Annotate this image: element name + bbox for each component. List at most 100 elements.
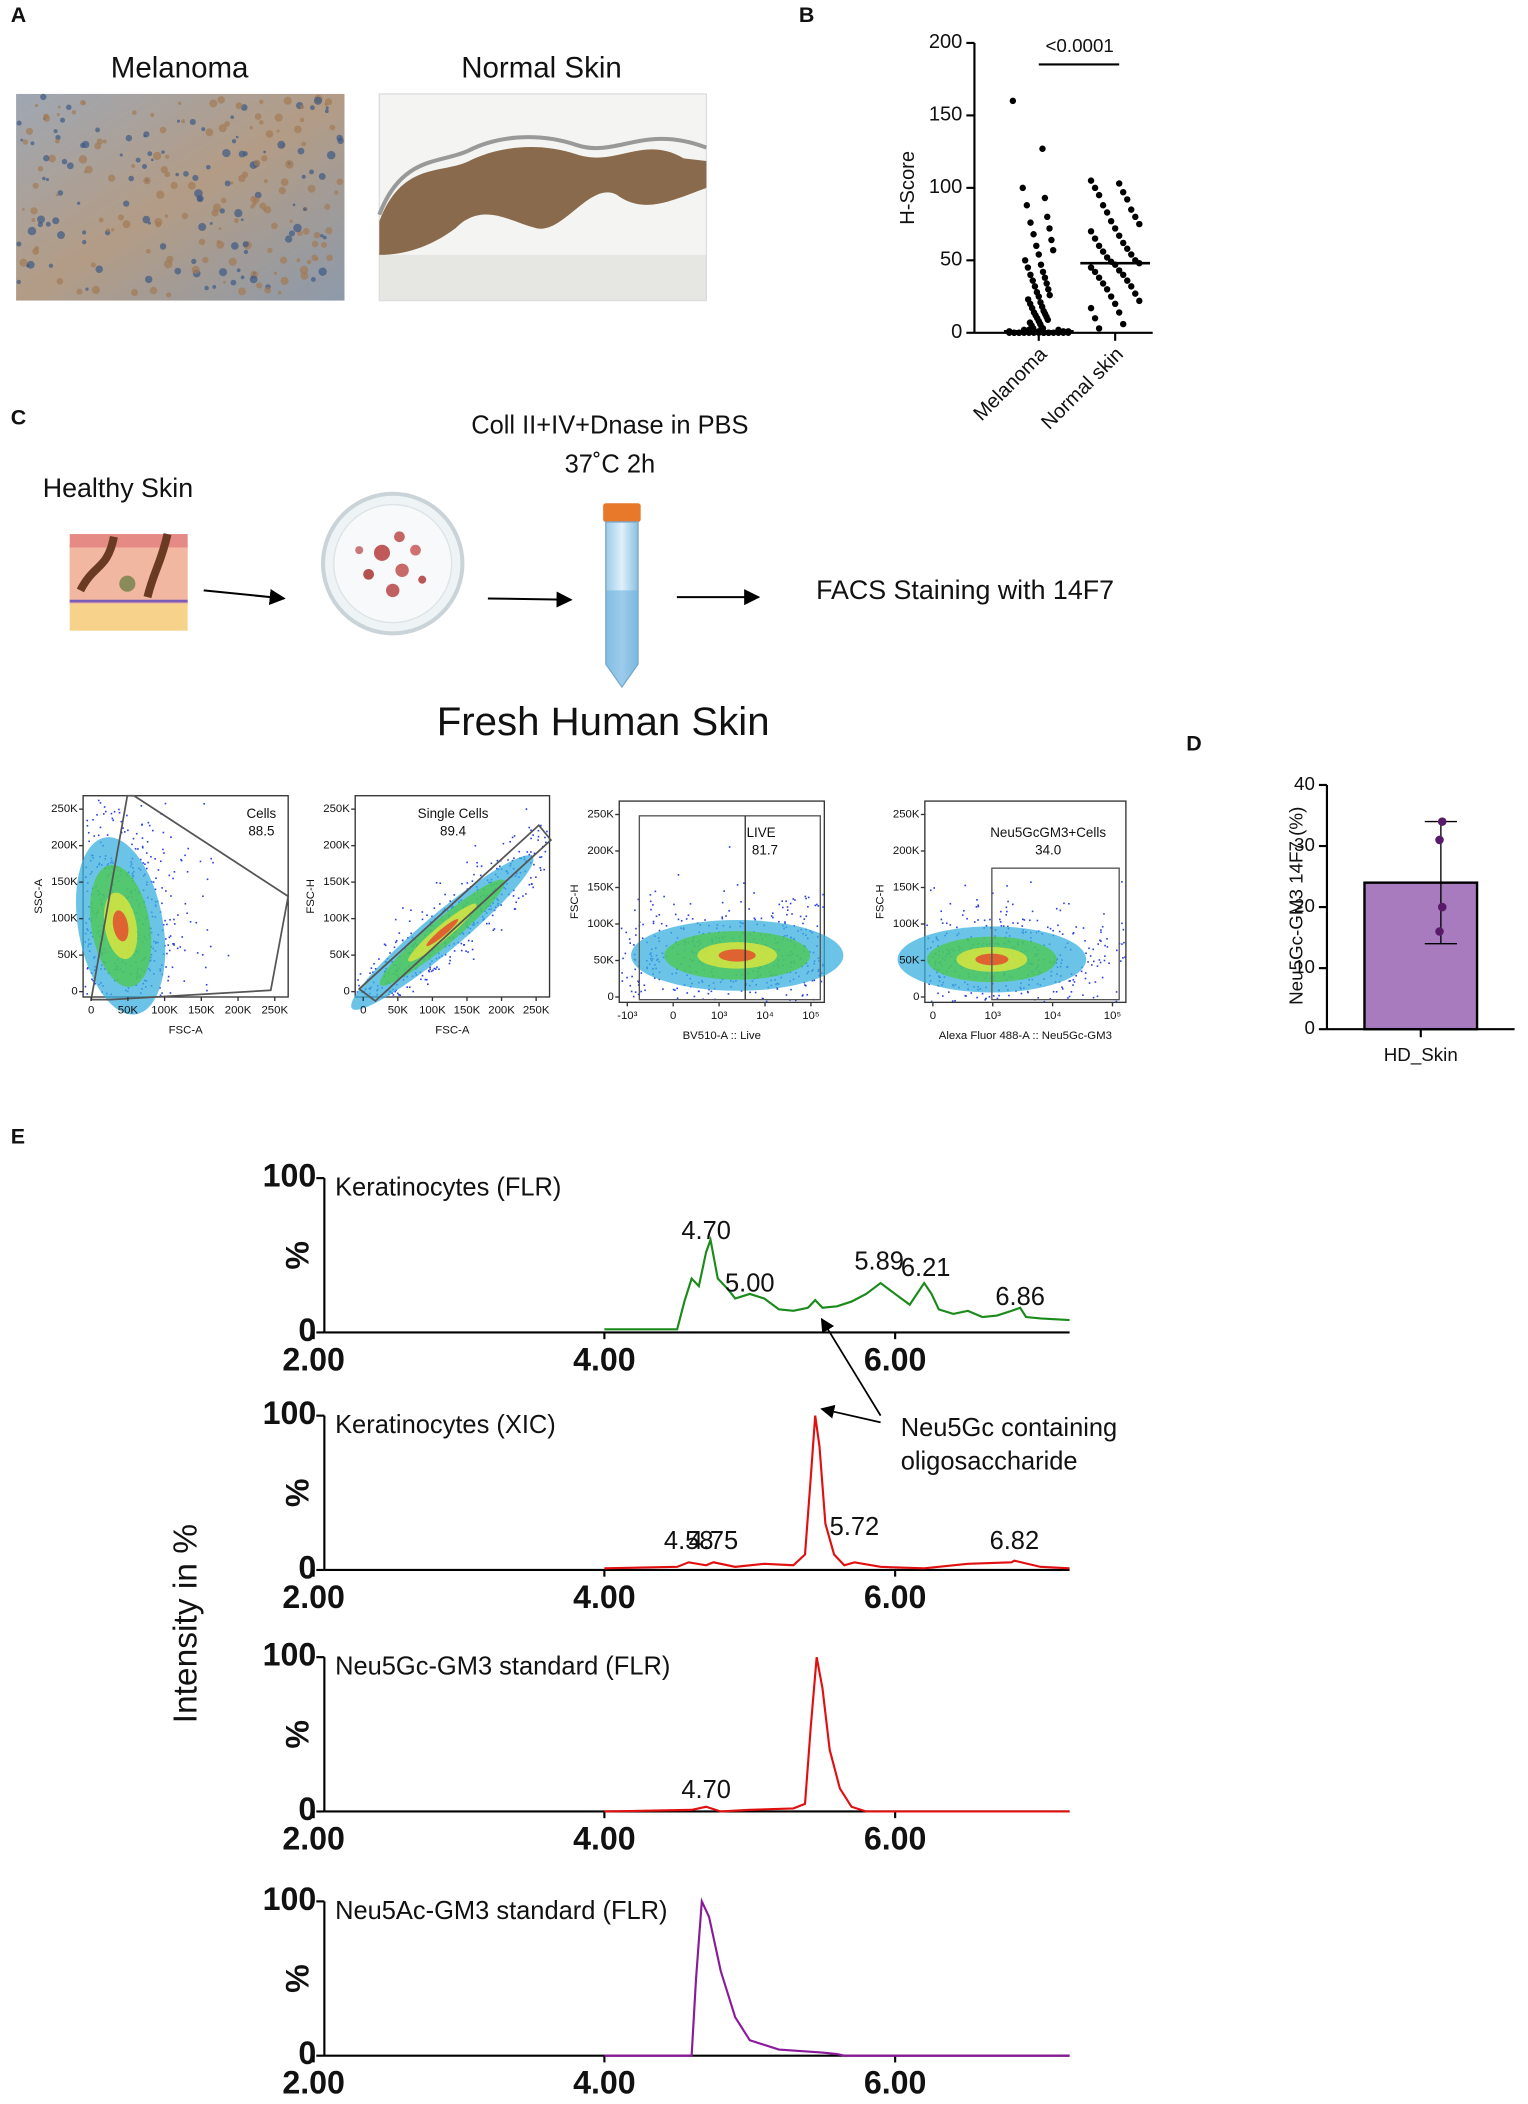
cell bbox=[256, 282, 263, 289]
event bbox=[164, 938, 167, 940]
point bbox=[1041, 194, 1049, 202]
peak-label: 5.00 bbox=[725, 1269, 775, 1297]
cell bbox=[277, 140, 286, 149]
cell bbox=[187, 181, 196, 190]
cell bbox=[16, 241, 22, 247]
event bbox=[1096, 965, 1099, 967]
cell bbox=[334, 190, 339, 195]
cell bbox=[284, 235, 293, 243]
event bbox=[1043, 1000, 1046, 1003]
x-tick-label: Melanoma bbox=[970, 343, 1052, 426]
y-tick-label: 0 bbox=[608, 991, 614, 1003]
event bbox=[150, 855, 152, 858]
x-axis-label: Alexa Fluor 488-A :: Neu5Gc-GM3 bbox=[939, 1030, 1112, 1042]
cell bbox=[56, 277, 64, 285]
cell bbox=[253, 159, 261, 167]
event bbox=[544, 836, 546, 839]
event bbox=[448, 962, 451, 965]
gate bbox=[357, 823, 553, 1003]
event bbox=[806, 993, 809, 996]
event bbox=[141, 823, 144, 826]
point bbox=[1099, 202, 1107, 209]
cell bbox=[91, 285, 100, 295]
event bbox=[628, 938, 631, 940]
event bbox=[166, 952, 168, 955]
x-tick-label: 250K bbox=[261, 1004, 288, 1016]
event bbox=[951, 1000, 954, 1002]
event bbox=[135, 832, 138, 835]
event bbox=[778, 920, 780, 923]
event bbox=[358, 984, 360, 987]
event bbox=[1012, 903, 1014, 906]
point bbox=[1119, 239, 1127, 247]
event bbox=[1070, 991, 1073, 993]
cell bbox=[71, 110, 76, 115]
cell bbox=[78, 155, 88, 164]
event bbox=[928, 983, 931, 985]
point bbox=[1124, 277, 1131, 284]
point bbox=[1107, 217, 1115, 225]
event bbox=[184, 902, 187, 905]
y-tick-label: 50K bbox=[899, 954, 920, 966]
point bbox=[1023, 202, 1031, 209]
cell bbox=[192, 174, 199, 182]
event bbox=[86, 819, 89, 822]
cell bbox=[111, 228, 115, 232]
event bbox=[771, 912, 774, 915]
step-label: Coll II+IV+Dnase in PBS bbox=[471, 411, 748, 439]
event bbox=[964, 994, 967, 997]
event bbox=[532, 834, 534, 836]
cell bbox=[30, 141, 35, 146]
event bbox=[945, 922, 948, 925]
cell bbox=[52, 217, 60, 225]
point bbox=[1128, 283, 1135, 290]
cell bbox=[329, 124, 336, 131]
point bbox=[1095, 325, 1103, 332]
event bbox=[929, 889, 932, 892]
point bbox=[1437, 817, 1447, 826]
event bbox=[1068, 995, 1071, 998]
event bbox=[984, 999, 986, 1001]
event bbox=[161, 902, 163, 905]
event bbox=[772, 916, 774, 919]
event bbox=[930, 1000, 933, 1003]
cell bbox=[32, 182, 39, 189]
event bbox=[384, 944, 387, 947]
event bbox=[1069, 980, 1071, 982]
peak-label: 4.75 bbox=[689, 1527, 739, 1555]
event bbox=[653, 977, 656, 979]
cell bbox=[22, 139, 29, 145]
event bbox=[672, 988, 675, 991]
event bbox=[1115, 991, 1118, 993]
tube bbox=[603, 503, 641, 689]
event bbox=[964, 884, 967, 887]
event bbox=[976, 899, 978, 901]
event bbox=[644, 989, 646, 992]
event bbox=[723, 890, 726, 892]
y-tick-label: 250K bbox=[587, 809, 614, 821]
event bbox=[398, 994, 400, 996]
cell bbox=[95, 127, 101, 133]
point bbox=[1091, 184, 1099, 192]
cell bbox=[131, 164, 136, 168]
cell bbox=[278, 186, 287, 195]
cell bbox=[176, 119, 181, 123]
event bbox=[436, 966, 438, 968]
cell bbox=[318, 173, 326, 180]
cell bbox=[142, 215, 151, 224]
panel-label: C bbox=[11, 405, 26, 429]
cell bbox=[37, 215, 45, 224]
event bbox=[511, 836, 514, 839]
event bbox=[86, 993, 88, 995]
cell bbox=[249, 275, 258, 284]
event bbox=[674, 913, 677, 916]
event bbox=[985, 925, 988, 927]
cell bbox=[218, 124, 227, 133]
event bbox=[949, 902, 952, 905]
cell bbox=[45, 221, 51, 227]
event bbox=[181, 936, 184, 938]
point bbox=[1046, 291, 1053, 299]
cell bbox=[325, 227, 333, 235]
event bbox=[1061, 988, 1064, 990]
